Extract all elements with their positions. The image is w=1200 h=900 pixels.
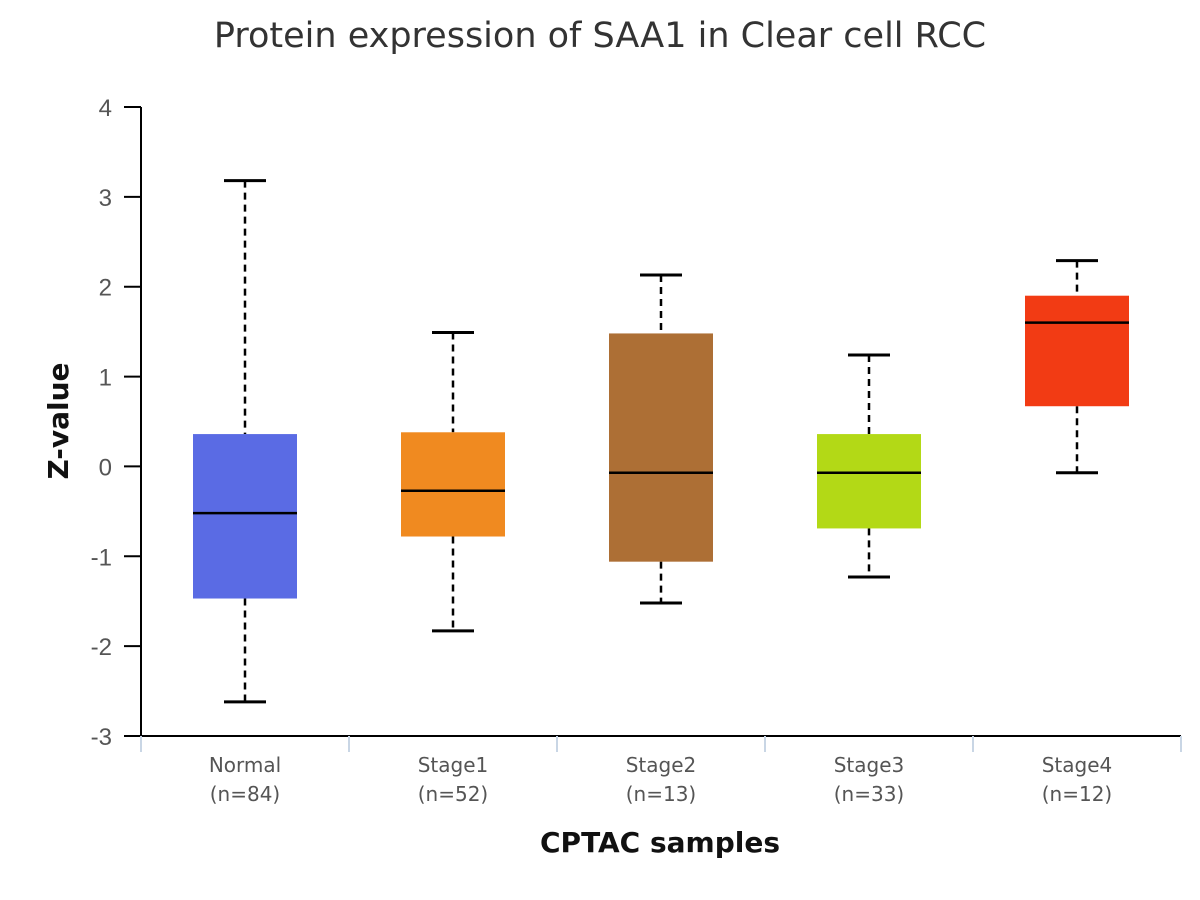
x-tick-label: Stage2: [626, 753, 697, 777]
x-tick-sample-count: (n=12): [1042, 782, 1113, 806]
axes: 4 3 2 1 0 -1 -2 -3 Normal (n=84) Stage1 (n=52) Stage…: [91, 95, 1182, 806]
x-tick-sample-count: (n=84): [210, 782, 281, 806]
x-tick-sample-count: (n=52): [418, 782, 489, 806]
boxes: [193, 179, 1129, 704]
x-tick-label: Normal: [209, 753, 281, 777]
box-group-stage4: [1025, 259, 1129, 475]
y-tick-label: 1: [99, 365, 112, 392]
x-tick-label: Stage3: [834, 753, 905, 777]
x-tick-sample-count: (n=33): [834, 782, 905, 806]
y-tick-label: -1: [91, 544, 112, 571]
y-tick-label: -2: [91, 634, 112, 661]
box-group-stage2: [609, 273, 713, 605]
x-tick-sample-count: (n=13): [626, 782, 697, 806]
box-group-stage1: [401, 331, 505, 633]
box-group-stage3: [817, 353, 921, 579]
box-iqr: [401, 432, 505, 537]
box-iqr: [817, 434, 921, 529]
box-group-normal: [193, 179, 297, 704]
x-axis-label: CPTAC samples: [540, 826, 780, 859]
y-tick-label: 0: [99, 454, 112, 481]
box-iqr: [1025, 295, 1129, 407]
y-tick-label: 3: [99, 185, 112, 212]
chart-title: Protein expression of SAA1 in Clear cell…: [214, 16, 986, 56]
x-tick-label: Stage1: [418, 753, 489, 777]
y-tick-label: 4: [99, 95, 112, 122]
y-tick-label: -3: [91, 724, 112, 751]
box-iqr: [193, 434, 297, 599]
x-tick-label: Stage4: [1042, 753, 1113, 777]
y-axis-label: Z-value: [42, 362, 75, 479]
box-iqr: [609, 333, 713, 562]
y-tick-label: 2: [99, 275, 112, 302]
